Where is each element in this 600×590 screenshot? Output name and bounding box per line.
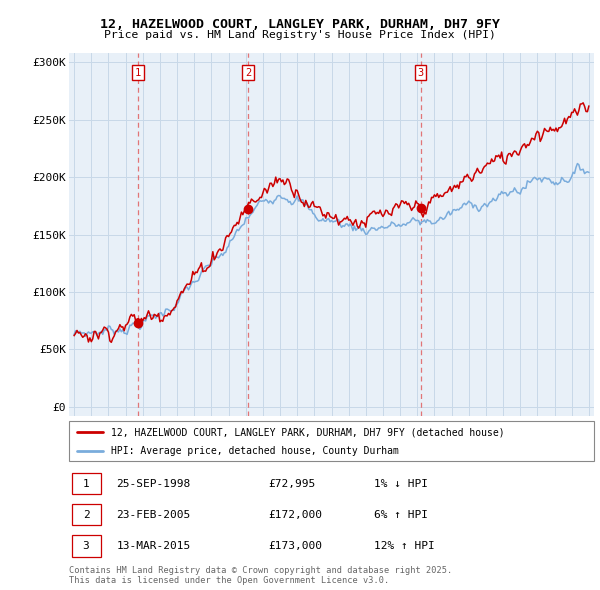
FancyBboxPatch shape [71, 535, 101, 556]
Text: 12, HAZELWOOD COURT, LANGLEY PARK, DURHAM, DH7 9FY (detached house): 12, HAZELWOOD COURT, LANGLEY PARK, DURHA… [111, 427, 505, 437]
Text: 12, HAZELWOOD COURT, LANGLEY PARK, DURHAM, DH7 9FY: 12, HAZELWOOD COURT, LANGLEY PARK, DURHA… [100, 18, 500, 31]
Text: Price paid vs. HM Land Registry's House Price Index (HPI): Price paid vs. HM Land Registry's House … [104, 30, 496, 40]
Text: 3: 3 [83, 541, 89, 551]
Text: 1: 1 [83, 478, 89, 489]
Text: HPI: Average price, detached house, County Durham: HPI: Average price, detached house, Coun… [111, 447, 399, 456]
Text: £172,000: £172,000 [269, 510, 323, 520]
Text: 23-FEB-2005: 23-FEB-2005 [116, 510, 191, 520]
Text: 12% ↑ HPI: 12% ↑ HPI [373, 541, 434, 551]
FancyBboxPatch shape [71, 504, 101, 526]
Text: 1% ↓ HPI: 1% ↓ HPI [373, 478, 427, 489]
Text: 2: 2 [83, 510, 89, 520]
Text: 25-SEP-1998: 25-SEP-1998 [116, 478, 191, 489]
Text: 13-MAR-2015: 13-MAR-2015 [116, 541, 191, 551]
FancyBboxPatch shape [69, 421, 594, 461]
Text: £72,995: £72,995 [269, 478, 316, 489]
Text: 2: 2 [245, 68, 251, 78]
FancyBboxPatch shape [71, 473, 101, 494]
Text: 6% ↑ HPI: 6% ↑ HPI [373, 510, 427, 520]
Text: £173,000: £173,000 [269, 541, 323, 551]
Text: 3: 3 [418, 68, 424, 78]
Text: Contains HM Land Registry data © Crown copyright and database right 2025.
This d: Contains HM Land Registry data © Crown c… [69, 566, 452, 585]
Text: 1: 1 [135, 68, 141, 78]
